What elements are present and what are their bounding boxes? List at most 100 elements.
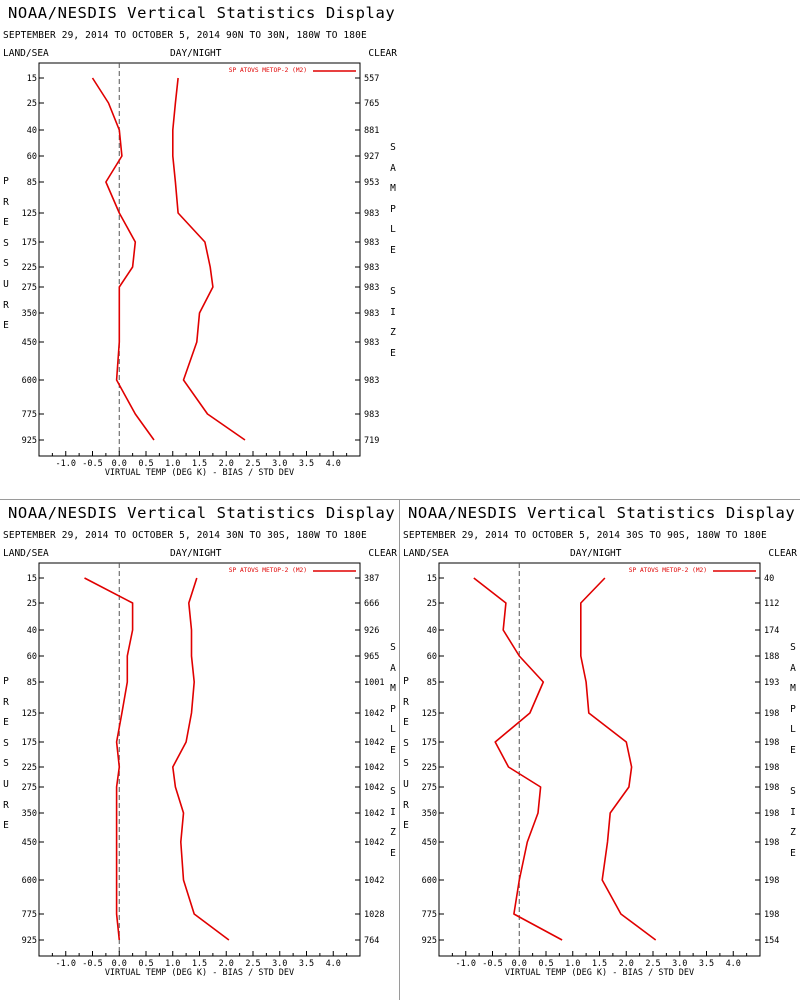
sample-size-label: 188	[764, 652, 779, 662]
pressure-level-label: 600	[22, 376, 37, 386]
bias-profile-line	[84, 577, 134, 941]
pressure-level-label: 175	[22, 238, 37, 248]
x-tick-label: 1.0	[165, 459, 180, 469]
sample-size-label: 1042	[364, 809, 384, 819]
pressure-level-label: 925	[22, 936, 37, 946]
x-tick-label: 2.0	[219, 959, 234, 969]
x-tick-label: 0.5	[138, 459, 153, 469]
x-tick-label: -1.0	[56, 459, 76, 469]
pressure-level-label: 25	[27, 99, 37, 109]
sample-size-label: 193	[764, 678, 779, 688]
sample-size-label: 983	[364, 410, 379, 420]
pressure-level-label: 85	[27, 178, 37, 188]
pressure-level-label: 600	[22, 876, 37, 886]
pressure-level-label: 275	[22, 783, 37, 793]
pressure-level-label: 125	[22, 209, 37, 219]
sample-size-label: 881	[364, 126, 379, 136]
panel-title: NOAA/NESDIS Vertical Statistics Display	[8, 504, 396, 522]
sample-size-label: 387	[364, 574, 379, 584]
panel-subtitle: SEPTEMBER 29, 2014 TO OCTOBER 5, 2014 30…	[3, 530, 367, 541]
pressure-level-label: 450	[22, 338, 37, 348]
sample-size-label: 198	[764, 809, 779, 819]
pressure-level-label: 275	[422, 783, 437, 793]
pressure-level-label: 450	[22, 838, 37, 848]
pressure-level-label: 225	[22, 263, 37, 273]
pressure-level-label: 25	[27, 599, 37, 609]
land-sea-header: LAND/SEA	[3, 548, 49, 559]
std-dev-profile-line	[580, 577, 657, 941]
sample-size-label: 666	[364, 599, 379, 609]
x-tick-label: 3.0	[272, 459, 287, 469]
pressure-level-label: 125	[422, 709, 437, 719]
clear-header: CLEAR	[768, 548, 797, 559]
chart-panel-1: NOAA/NESDIS Vertical Statistics Display …	[0, 0, 400, 500]
day-night-header: DAY/NIGHT	[170, 48, 222, 59]
sample-size-label: 983	[364, 263, 379, 273]
sample-size-label: 719	[364, 436, 379, 446]
pressure-level-label: 275	[22, 283, 37, 293]
pressure-level-label: 600	[422, 876, 437, 886]
x-tick-label: -1.0	[56, 959, 76, 969]
sample-size-label: 1042	[364, 738, 384, 748]
x-tick-label: 3.0	[672, 959, 687, 969]
x-tick-label: 0.0	[512, 959, 527, 969]
panel-subtitle: SEPTEMBER 29, 2014 TO OCTOBER 5, 2014 30…	[403, 530, 767, 541]
pressure-level-label: 225	[22, 763, 37, 773]
pressure-level-label: 40	[27, 126, 37, 136]
sample-size-label: 983	[364, 283, 379, 293]
chart-panel-2: NOAA/NESDIS Vertical Statistics Display …	[0, 500, 400, 1000]
plot-frame	[38, 62, 361, 457]
legend-label: SP ATOVS METOP-2 (M2)	[229, 567, 307, 574]
sample-size-label: 1042	[364, 709, 384, 719]
std-dev-profile-line	[172, 77, 246, 441]
day-night-header: DAY/NIGHT	[170, 548, 222, 559]
x-tick-label: 3.5	[299, 459, 314, 469]
x-tick-label: 2.0	[219, 459, 234, 469]
pressure-level-label: 925	[422, 936, 437, 946]
sample-size-label: 927	[364, 152, 379, 162]
pressure-level-label: 350	[22, 309, 37, 319]
x-tick-label: 2.5	[245, 959, 260, 969]
plot-frame	[38, 562, 361, 957]
x-tick-label: -0.5	[82, 459, 102, 469]
pressure-level-label: 60	[27, 652, 37, 662]
sample-size-label: 1042	[364, 763, 384, 773]
land-sea-header: LAND/SEA	[3, 48, 49, 59]
x-tick-label: 3.0	[272, 959, 287, 969]
land-sea-header: LAND/SEA	[403, 548, 449, 559]
x-tick-label: -1.0	[456, 959, 476, 969]
pressure-level-label: 15	[427, 574, 437, 584]
sample-size-label: 1042	[364, 876, 384, 886]
clear-header: CLEAR	[368, 548, 397, 559]
bias-profile-line	[473, 577, 563, 941]
x-tick-label: 1.0	[165, 959, 180, 969]
panel-divider-horizontal	[0, 499, 800, 500]
profile-plot: -1.0 -0.5 0.0 0.5 1.0 1.5 2.0 2.5 3.0 3.5 4.0 VIRTU…	[22, 562, 384, 978]
sample-size-label: 1028	[364, 910, 384, 920]
sample-size-label: 764	[364, 936, 379, 946]
pressure-level-label: 85	[27, 678, 37, 688]
x-tick-label: 4.0	[326, 959, 341, 969]
pressure-level-label: 925	[22, 436, 37, 446]
pressure-level-label: 15	[27, 574, 37, 584]
pressure-level-label: 350	[422, 809, 437, 819]
pressure-level-label: 15	[27, 74, 37, 84]
pressure-level-label: 25	[427, 599, 437, 609]
bias-profile-line	[91, 77, 155, 441]
sample-size-label: 112	[764, 599, 779, 609]
x-tick-label: 2.0	[619, 959, 634, 969]
pressure-level-label: 775	[22, 910, 37, 920]
x-tick-label: 3.5	[299, 959, 314, 969]
sample-size-label: 1042	[364, 783, 384, 793]
x-tick-label: 2.5	[245, 459, 260, 469]
sample-size-label: 198	[764, 763, 779, 773]
x-tick-label: 2.5	[645, 959, 660, 969]
sample-size-label: 765	[364, 99, 379, 109]
x-axis-label: VIRTUAL TEMP (DEG K) - BIAS / STD DEV	[105, 468, 294, 478]
clear-header: CLEAR	[368, 48, 397, 59]
